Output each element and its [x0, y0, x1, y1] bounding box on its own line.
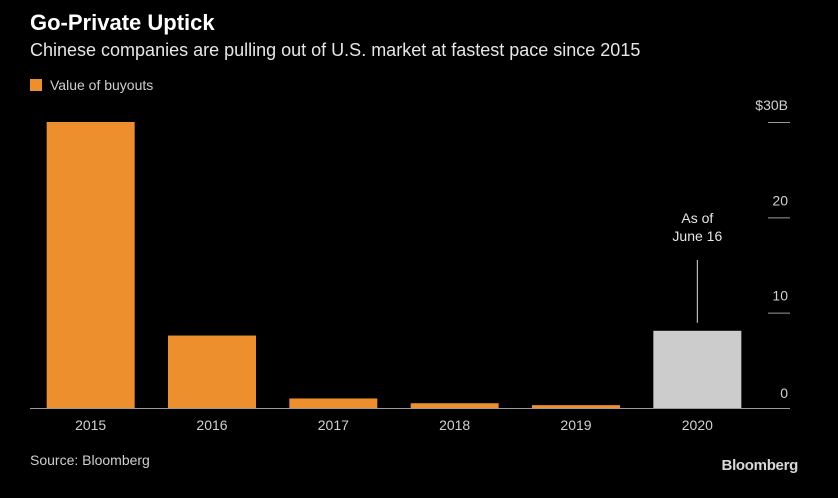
legend-label: Value of buyouts: [50, 77, 154, 93]
x-tick-label-2017: 2017: [318, 417, 349, 433]
annotation-text-line-1: As of: [681, 210, 713, 226]
x-tick-label-2020: 2020: [682, 417, 713, 433]
x-tick-label-2015: 2015: [75, 417, 106, 433]
brand-logo: Bloomberg: [721, 457, 799, 474]
x-tick-label-2018: 2018: [439, 417, 470, 433]
chart-title: Go-Private Uptick: [30, 10, 215, 35]
bar-2015: [46, 122, 135, 408]
y-tick-label-0: 0: [780, 385, 788, 401]
y-tick-label-10: 10: [772, 288, 788, 304]
bar-2018: [410, 403, 499, 408]
x-tick-label-2019: 2019: [560, 417, 591, 433]
y-tick-label-30: $30B: [755, 97, 788, 113]
x-tick-label-2016: 2016: [196, 417, 227, 433]
source-note: Source: Bloomberg: [30, 452, 150, 468]
chart-subtitle: Chinese companies are pulling out of U.S…: [30, 40, 641, 60]
bar-2020: [653, 330, 742, 408]
bar-2017: [289, 398, 378, 408]
y-tick-label-20: 20: [772, 192, 788, 208]
bar-2016: [168, 335, 256, 408]
annotation-text-line-2: June 16: [672, 228, 722, 244]
bar-2019: [532, 405, 620, 408]
legend-swatch: [30, 79, 42, 91]
legend: Value of buyouts: [30, 77, 153, 93]
